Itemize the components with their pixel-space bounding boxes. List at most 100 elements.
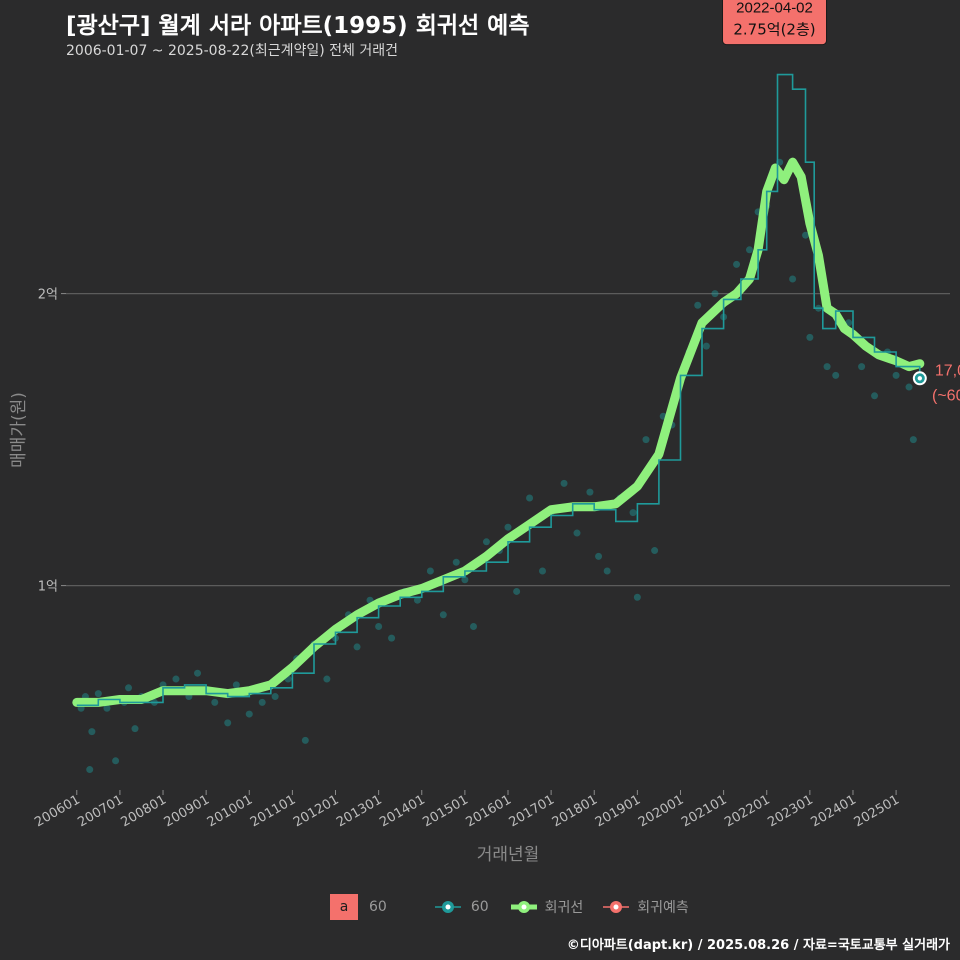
- scatter-point: [802, 231, 810, 239]
- legend-item-forecast: 회귀예측: [603, 897, 689, 917]
- chart-subtitle: 2006-01-07 ~ 2025-08-22(최근계약일) 전체 거래건: [66, 43, 398, 59]
- x-tick-label: 202501: [852, 792, 902, 830]
- scatter-point: [224, 719, 232, 727]
- scatter-point: [125, 684, 133, 692]
- scatter-point: [131, 725, 139, 733]
- x-tick-label: 200701: [75, 792, 125, 830]
- scatter-point: [504, 523, 512, 531]
- legend-line-label: 60: [470, 899, 489, 915]
- legend-item-60: 60: [434, 899, 511, 915]
- x-tick-label: 201701: [507, 792, 557, 830]
- scatter-point: [871, 392, 879, 400]
- legend-fill-label: 60: [369, 899, 387, 915]
- legend-regression-swatch-icon: [510, 901, 537, 913]
- scatter-point: [172, 675, 180, 683]
- x-tick-label: 201301: [334, 792, 384, 830]
- scatter-point: [94, 690, 102, 698]
- scatter-point: [538, 567, 546, 575]
- scatter-point: [789, 275, 797, 283]
- scatter-point: [103, 704, 111, 712]
- scatter-point: [573, 529, 581, 537]
- scatter-point: [651, 547, 659, 555]
- scatter-point: [694, 301, 702, 309]
- scatter-point: [711, 290, 719, 298]
- scatter-point: [461, 576, 469, 584]
- scatter-point: [301, 736, 309, 744]
- scatter-point: [858, 363, 866, 371]
- x-tick-label: 202201: [722, 792, 772, 830]
- scatter-point: [733, 260, 741, 268]
- scatter-point: [905, 383, 913, 391]
- scatter-point: [702, 342, 710, 350]
- x-tick-label: 201001: [205, 792, 255, 830]
- legend-fill-key: a: [330, 894, 358, 920]
- scatter-point: [806, 333, 814, 341]
- legend-forecast-swatch-icon: [603, 901, 630, 913]
- y-axis-title: 매매가(원): [9, 392, 29, 468]
- scatter-point: [470, 622, 478, 630]
- x-tick-label: 201201: [291, 792, 341, 830]
- scatter-point: [560, 479, 568, 487]
- x-tick-label: 201901: [593, 792, 643, 830]
- scatter-point: [353, 643, 361, 651]
- x-tick-label: 201601: [464, 792, 514, 830]
- chart-title: [광산구] 월계 서라 아파트(1995) 회귀선 예측: [66, 13, 530, 39]
- grid-layer: [66, 293, 950, 587]
- scatter-point: [482, 538, 490, 546]
- forecast-area-label: (~60㎡): [932, 386, 960, 404]
- scatter-point: [745, 246, 753, 254]
- forecast-value-label: 17,062: [935, 362, 960, 379]
- scatter-point: [603, 567, 611, 575]
- scatter-point: [513, 587, 521, 595]
- source-caption: ©디아파트(dapt.kr) / 2025.08.26 / 자료=국토교통부 실…: [566, 938, 950, 953]
- annotation-layer: 17,062 (~60㎡) 2022-04-02 2.75억(2층): [722, 0, 960, 404]
- legend-teal-swatch-icon: [434, 901, 461, 913]
- x-tick-label: 202301: [765, 792, 815, 830]
- regression-line: [72, 157, 925, 707]
- max-price-callout-box: [722, 0, 828, 46]
- x-tick-label: 201801: [550, 792, 600, 830]
- legend-regression-label: 회귀선: [544, 900, 584, 916]
- legend-item-regression: 회귀선: [510, 897, 604, 917]
- legend-forecast-label: 회귀예측: [637, 900, 689, 916]
- x-tick-label: 202001: [636, 792, 686, 830]
- legend: a 60 60 회귀선 회귀예측: [330, 894, 689, 920]
- scatter-point: [271, 693, 279, 701]
- scatter-point: [439, 611, 447, 619]
- scatter-point: [232, 681, 240, 689]
- forecast-point-center: [917, 376, 923, 381]
- scatter-point: [629, 509, 637, 517]
- series-60-line: [76, 73, 921, 707]
- scatter-point: [413, 596, 421, 604]
- y-tick-label: 2억: [38, 288, 58, 303]
- scatter-point: [586, 488, 594, 496]
- scatter-point: [211, 698, 219, 706]
- scatter-point: [892, 371, 900, 379]
- scatter-point: [909, 436, 917, 444]
- scatter-point: [823, 363, 831, 371]
- x-tick-label: 201101: [248, 792, 298, 830]
- max-price-value: 2.75억(2층): [733, 21, 815, 39]
- scatter-point: [426, 567, 434, 575]
- scatter-layer: [77, 158, 917, 774]
- scatter-point: [86, 766, 94, 774]
- scatter-point: [245, 710, 253, 718]
- scatter-point: [88, 728, 96, 736]
- x-tick-label: 202101: [679, 792, 729, 830]
- y-tick-label: 1억: [38, 580, 58, 595]
- scatter-point: [526, 494, 534, 502]
- line-layer: [72, 73, 927, 707]
- scatter-point: [112, 757, 120, 765]
- scatter-point: [832, 371, 840, 379]
- scatter-point: [633, 593, 641, 601]
- scatter-point: [194, 669, 202, 677]
- scatter-point: [452, 558, 460, 566]
- x-tick-label: 201501: [420, 792, 470, 830]
- x-tick-label: 200801: [119, 792, 169, 830]
- x-tick-label: 200601: [32, 792, 82, 830]
- x-tick-label: 200901: [162, 792, 212, 830]
- x-tick-label: 202401: [808, 792, 858, 830]
- x-axis-title: 거래년월: [477, 845, 540, 865]
- scatter-point: [323, 675, 331, 683]
